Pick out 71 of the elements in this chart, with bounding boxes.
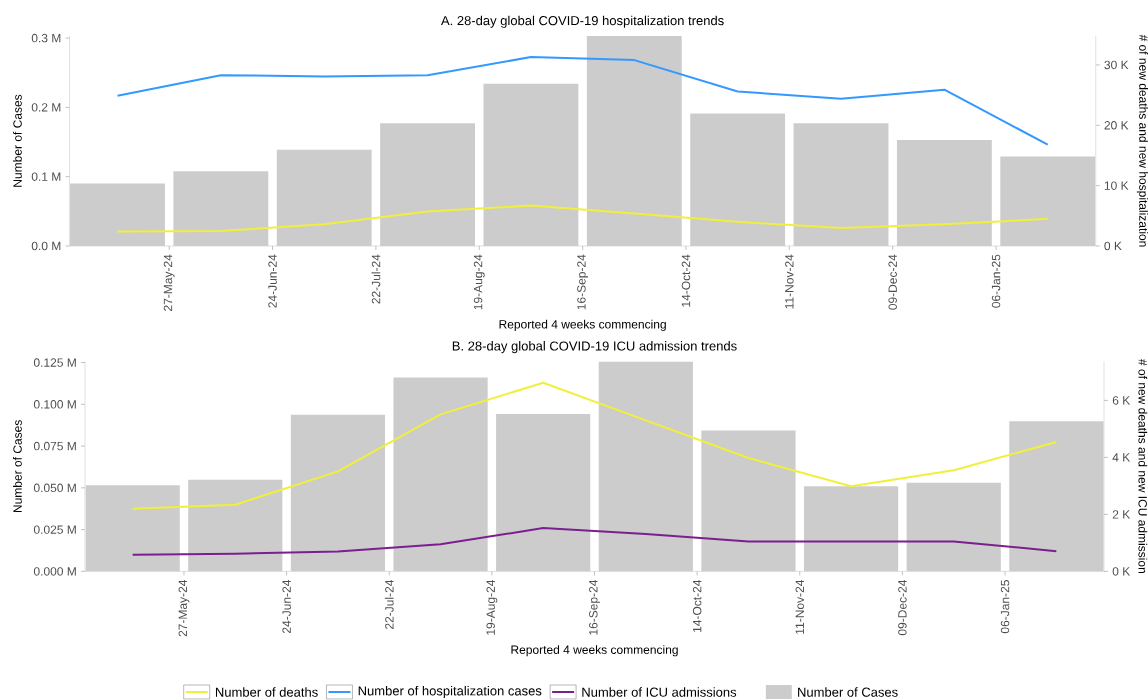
y2-axis-title: # of new deaths and new hospitalization [1136, 34, 1148, 247]
bar [380, 123, 476, 246]
bar [598, 361, 693, 572]
x-tick-label: 11-Nov-24 [795, 579, 805, 634]
bar [793, 123, 889, 246]
y2-tick-label: 4 K [1112, 453, 1131, 462]
x-tick-label: 24-Jun-24 [268, 254, 277, 308]
x-axis-title: Reported 4 weeks commencing [499, 319, 666, 331]
y-axis-title: Number of Cases [13, 420, 22, 513]
x-tick-label: 22-Jul-24 [371, 254, 381, 304]
x-tick-label: 09-Dec-24 [898, 579, 907, 636]
y2-tick-label: 6 K [1112, 396, 1131, 405]
x-tick-label: 06-Jan-25 [991, 254, 1001, 308]
x-tick-label: 14-Oct-24 [692, 579, 702, 633]
x-tick-label: 06-Jan-25 [1000, 580, 1010, 634]
chart-title: B. 28-day global COVID-19 ICU admission trends [452, 341, 737, 354]
legend-label: Number of hospitalization cases [358, 685, 542, 699]
y-tick-label: 0.100 M [33, 400, 76, 409]
legend-label: Number of ICU admissions [582, 687, 737, 697]
x-tick-label: 24-Jun-24 [282, 579, 291, 634]
x-tick-label: 19-Aug-24 [486, 579, 498, 635]
bar [173, 171, 269, 246]
bar [896, 139, 992, 246]
line-series [116, 56, 1049, 146]
bar [70, 183, 165, 246]
y2-tick-label: 0 K [1104, 241, 1122, 251]
x-tick-label: 14-Oct-24 [681, 254, 691, 307]
y2-tick-label: 30 K [1104, 60, 1129, 70]
y-tick-label: 0.075 M [33, 441, 76, 451]
legend-label: Number of deaths [215, 687, 318, 697]
x-tick-label: 27-May-24 [163, 254, 175, 311]
bar [701, 430, 796, 572]
bar [803, 486, 899, 572]
x-tick-label: 16-Sep-24 [589, 579, 600, 635]
y-tick-label: 0.0 M [31, 241, 61, 251]
y-tick-label: 0.025 M [33, 525, 76, 534]
bar [483, 83, 579, 246]
bar [1000, 156, 1096, 246]
y2-tick-label: 2 K [1112, 510, 1131, 519]
y-tick-label: 0.050 M [33, 483, 76, 493]
x-axis-title: Reported 4 weeks commencing [511, 645, 678, 657]
y-tick-label: 0.125 M [33, 358, 76, 367]
x-tick-label: 09-Dec-24 [888, 254, 897, 310]
y-tick-label: 0.000 M [33, 567, 76, 576]
bar [586, 35, 682, 246]
chart-title: A. 28-day global COVID-19 hospitalization trends [441, 15, 724, 28]
x-tick-label: 22-Jul-24 [384, 579, 394, 630]
x-tick-label: 19-Aug-24 [473, 254, 485, 310]
bar [1009, 421, 1104, 572]
bar [690, 113, 786, 246]
bar [290, 414, 386, 572]
bar [906, 482, 1001, 572]
y2-tick-label: 20 K [1104, 121, 1129, 130]
bar [276, 149, 372, 246]
y-axis-title: Number of Cases [12, 94, 22, 187]
bar [496, 414, 591, 572]
bar [393, 377, 488, 572]
line-series [131, 381, 1058, 510]
y2-tick-label: 0 K [1112, 567, 1131, 576]
legend-label: Number of Cases [798, 687, 898, 697]
x-tick-label: 16-Sep-24 [577, 254, 589, 310]
y-tick-label: 0.3 M [31, 33, 61, 43]
bar [188, 479, 283, 572]
y-tick-label: 0.1 M [31, 172, 61, 181]
y2-axis-title: # of new deaths and new ICU admission [1138, 359, 1148, 573]
y-tick-label: 0.2 M [31, 103, 61, 112]
y2-tick-label: 10 K [1104, 181, 1129, 190]
x-tick-label: 11-Nov-24 [785, 254, 794, 309]
x-tick-label: 27-May-24 [178, 579, 190, 637]
bar [85, 485, 180, 572]
line-series [116, 204, 1049, 233]
